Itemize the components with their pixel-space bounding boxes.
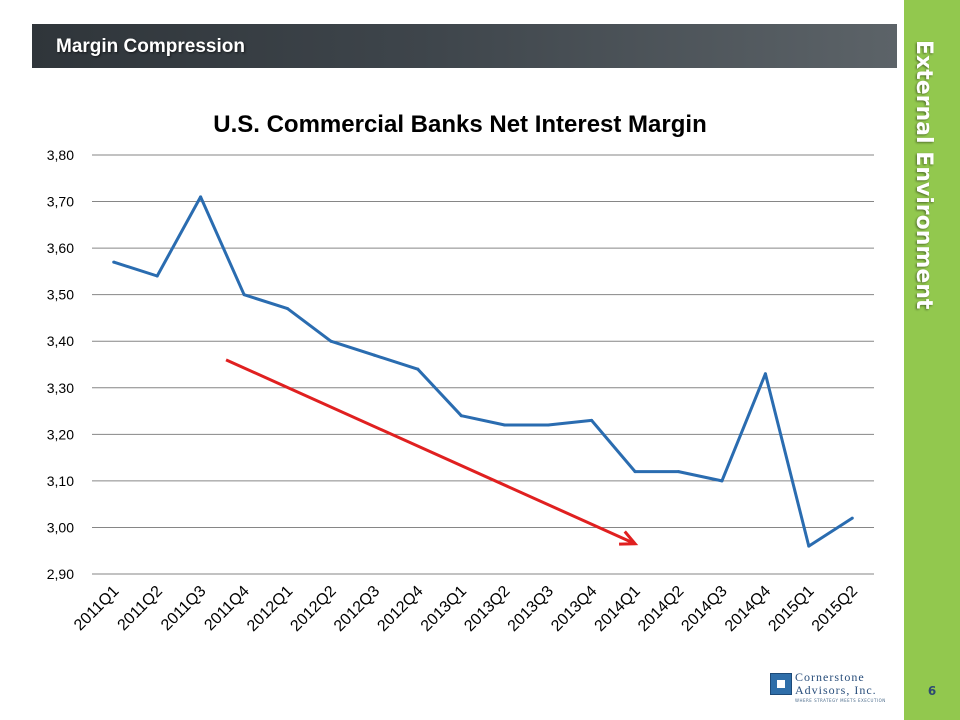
data-point <box>850 516 854 520</box>
x-tick-label: 2011Q1 <box>71 583 123 635</box>
logo-mark-icon <box>770 673 792 695</box>
page-number: 6 <box>927 684 937 698</box>
logo-name-line2: Advisors, Inc. <box>795 683 877 697</box>
logo-name-line1: Cornerstone <box>795 670 865 684</box>
data-point <box>546 423 550 427</box>
trend-layer <box>225 358 639 546</box>
x-tick-label: 2012Q4 <box>374 583 426 635</box>
y-tick-label: 3,10 <box>47 473 74 489</box>
trend-arrow-head <box>619 530 639 546</box>
y-tick-label: 2,90 <box>47 566 74 582</box>
x-tick-label: 2015Q2 <box>809 583 861 635</box>
x-tick-label: 2013Q1 <box>418 583 470 635</box>
data-point <box>242 293 246 297</box>
x-tick-label: 2014Q2 <box>635 583 687 635</box>
y-axis-ticks: 2,90 3,00 3,10 3,20 3,30 3,40 3,50 3,60 3,70 3,80 <box>47 147 74 582</box>
y-tick-label: 3,80 <box>47 147 74 163</box>
trend-arrow-line <box>225 358 636 546</box>
y-tick-label: 3,50 <box>47 287 74 303</box>
data-point <box>503 423 507 427</box>
data-point <box>763 372 767 376</box>
x-tick-label: 2011Q3 <box>158 583 210 635</box>
x-tick-label: 2013Q2 <box>461 583 513 635</box>
cornerstone-logo: Cornerstone Advisors, Inc. WHERE STRATEG… <box>770 670 892 706</box>
x-tick-label: 2012Q2 <box>287 583 339 635</box>
x-tick-label: 2014Q1 <box>592 583 644 635</box>
series-line <box>113 195 854 548</box>
data-point <box>372 353 376 357</box>
x-tick-label: 2012Q1 <box>244 583 296 635</box>
data-point <box>590 418 594 422</box>
data-point <box>807 544 811 548</box>
data-point <box>677 470 680 474</box>
x-tick-label: 2015Q1 <box>765 583 817 635</box>
logo-tagline: WHERE STRATEGY MEETS EXECUTION <box>795 698 886 703</box>
x-tick-label: 2014Q4 <box>722 583 774 635</box>
x-axis-ticks: 2011Q12011Q22011Q32011Q42012Q12012Q22012… <box>71 583 861 635</box>
data-point <box>112 260 116 264</box>
y-tick-label: 3,40 <box>47 333 74 349</box>
x-tick-label: 2013Q4 <box>548 583 600 635</box>
y-tick-label: 3,60 <box>47 240 74 256</box>
data-point <box>720 479 724 483</box>
side-strip: External Environment <box>904 0 960 720</box>
y-tick-label: 3,20 <box>47 426 74 442</box>
slide-title: Margin Compression <box>56 36 245 57</box>
series-layer <box>112 195 854 548</box>
gridlines <box>92 154 874 575</box>
x-tick-label: 2011Q2 <box>115 583 167 635</box>
header-bar: Margin Compression <box>32 24 897 68</box>
data-point <box>329 339 333 343</box>
x-tick-label: 2014Q3 <box>678 583 730 635</box>
y-tick-label: 3,70 <box>47 194 74 210</box>
data-point <box>155 274 159 278</box>
x-tick-label: 2011Q4 <box>201 583 253 635</box>
y-tick-label: 3,00 <box>47 519 74 535</box>
x-tick-label: 2013Q3 <box>505 583 557 635</box>
data-point <box>416 367 420 371</box>
y-tick-label: 3,30 <box>47 380 74 396</box>
data-point <box>633 470 637 474</box>
data-point <box>286 307 289 311</box>
x-tick-label: 2012Q3 <box>331 583 383 635</box>
chart-title: U.S. Commercial Banks Net Interest Margi… <box>213 111 706 138</box>
data-point <box>199 195 203 199</box>
data-point <box>459 414 463 418</box>
